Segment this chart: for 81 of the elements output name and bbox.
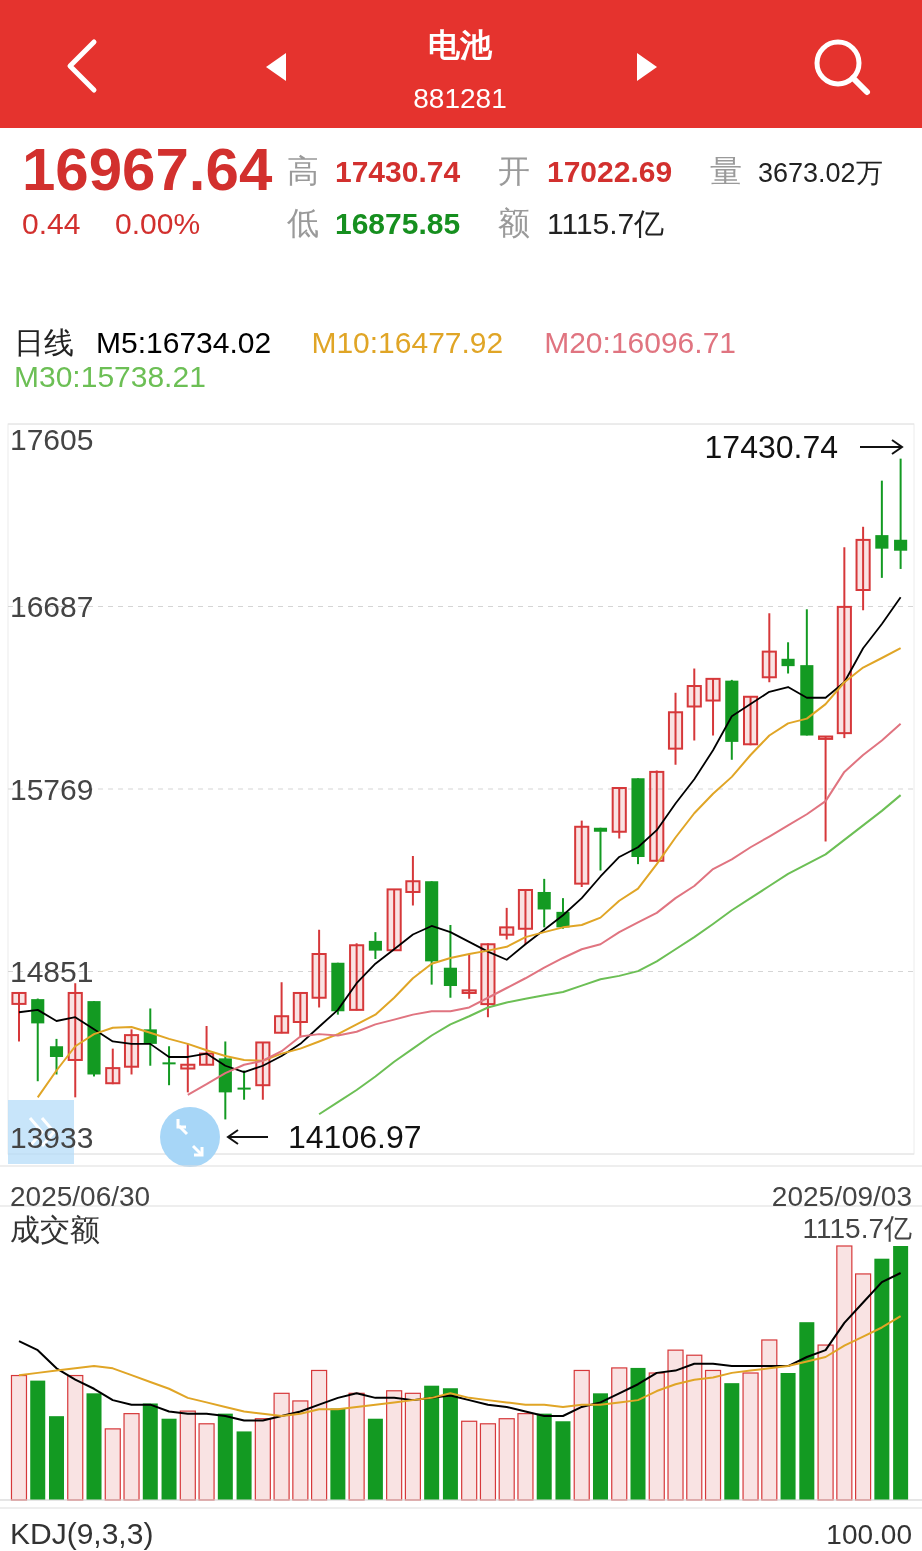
text: 100.00 [826, 1519, 912, 1550]
bar [517, 1413, 534, 1501]
bar [424, 1385, 440, 1500]
text: 0.00% [115, 207, 201, 240]
bar [555, 1421, 571, 1500]
text: 量 [710, 153, 742, 189]
bar [273, 1392, 290, 1501]
bar [67, 1374, 84, 1501]
text: 16967.64 [22, 136, 273, 203]
bar [498, 1418, 515, 1501]
text: M5:16734.02 [96, 325, 272, 359]
bar [630, 1367, 646, 1500]
bar [686, 1354, 703, 1501]
bar [198, 1423, 215, 1501]
bar [161, 1418, 177, 1500]
bar [874, 1258, 890, 1500]
text: M30:15738.21 [14, 359, 206, 393]
bar [780, 1373, 796, 1500]
bar [836, 1245, 853, 1501]
text: 2025/09/03 [771, 1180, 912, 1212]
text: KDJ(9,3,3) [10, 1517, 154, 1550]
bar [179, 1410, 196, 1501]
y-tick-label: 16687 [10, 590, 94, 623]
bar [404, 1392, 422, 1501]
bar [386, 1390, 403, 1501]
text: 17430.74 [335, 155, 461, 188]
text: 0.44 [22, 207, 81, 240]
bar [10, 1374, 28, 1501]
bar [461, 1420, 478, 1501]
annotation: 14106.97 [288, 1119, 422, 1155]
bar [817, 1344, 834, 1501]
text: 低 [287, 205, 319, 241]
text: 高 [287, 153, 319, 189]
bar [536, 1413, 552, 1500]
text: 881281 [413, 83, 507, 114]
bar [142, 1403, 158, 1500]
bar [330, 1408, 346, 1500]
bar [724, 1383, 740, 1500]
y-tick-label: 14851 [10, 955, 94, 988]
bar [254, 1418, 271, 1501]
bar [893, 1246, 909, 1500]
text: 开 [498, 153, 530, 189]
bar [311, 1369, 328, 1501]
text: 1115.7亿 [547, 207, 665, 240]
annotation: 17430.74 [704, 429, 838, 465]
bar [236, 1431, 252, 1500]
y-tick-label: 13933 [10, 1121, 94, 1154]
bar [667, 1349, 684, 1501]
text: 3673.02万 [758, 158, 883, 188]
y-tick-label: 17605 [10, 422, 94, 456]
text: 2025/06/30 [10, 1180, 151, 1212]
bar [648, 1372, 665, 1501]
bar [761, 1339, 778, 1501]
bar [104, 1428, 121, 1501]
bar [573, 1369, 590, 1501]
bar [592, 1393, 608, 1500]
bar [123, 1413, 140, 1501]
text: 电池 [428, 27, 493, 63]
bar [479, 1423, 497, 1501]
text: M20:16096.71 [544, 325, 737, 359]
text: 1115.7亿 [802, 1213, 912, 1244]
bar [217, 1413, 233, 1500]
bar [611, 1367, 628, 1501]
text: 17022.69 [547, 155, 673, 188]
text: 额 [498, 205, 530, 241]
text: 16875.85 [335, 207, 461, 240]
bar [367, 1418, 383, 1500]
bar [48, 1416, 64, 1500]
bar [742, 1372, 759, 1501]
bar [855, 1273, 872, 1501]
bar [704, 1369, 722, 1501]
bar [86, 1393, 102, 1500]
bar [292, 1400, 309, 1501]
text: M10:16477.92 [311, 325, 504, 359]
y-tick-label: 15769 [10, 772, 94, 806]
bar [30, 1380, 46, 1500]
bar [799, 1322, 815, 1500]
bar [442, 1388, 458, 1500]
chart-title: 成交额 [10, 1213, 100, 1246]
legend-title: 日线 [14, 325, 74, 359]
bar [348, 1392, 365, 1501]
